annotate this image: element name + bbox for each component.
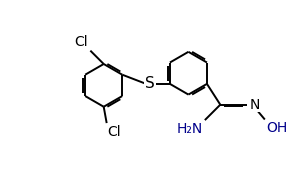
Text: Cl: Cl	[74, 35, 88, 49]
Text: H₂N: H₂N	[177, 122, 203, 136]
Text: N: N	[249, 98, 260, 112]
Text: Cl: Cl	[107, 125, 121, 139]
Text: S: S	[145, 76, 154, 91]
Text: OH: OH	[266, 121, 288, 135]
